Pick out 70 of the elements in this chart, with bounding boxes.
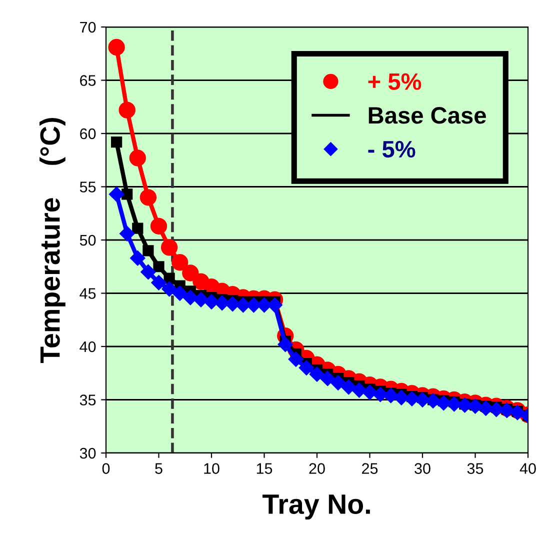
point [150, 218, 168, 234]
y-tick-label: 65 [80, 75, 96, 86]
x-tick-label: 40 [520, 463, 536, 474]
point [383, 388, 398, 404]
point [320, 370, 336, 386]
legend-label: - 5% [368, 140, 416, 158]
point [457, 398, 472, 413]
point [425, 393, 441, 408]
point [108, 38, 125, 56]
point [214, 295, 230, 310]
x-tick-label: 35 [467, 463, 484, 474]
point [372, 386, 388, 402]
point [478, 400, 494, 416]
point [446, 396, 462, 412]
point [436, 395, 452, 411]
x-tick-label: 10 [204, 463, 220, 474]
legend-label: Base Case [368, 107, 486, 124]
point [140, 264, 156, 280]
x-tick-label: 15 [256, 463, 272, 474]
x-tick-label: 0 [102, 463, 110, 474]
y-tick-label: 40 [80, 341, 96, 352]
y-tick-label: 45 [80, 288, 96, 299]
point [172, 254, 188, 271]
y-tick-label: 60 [80, 128, 96, 140]
point [488, 402, 504, 417]
y-tick-label: 50 [80, 234, 96, 246]
point [309, 366, 325, 382]
point [352, 382, 367, 398]
point [362, 384, 378, 400]
point [341, 379, 356, 395]
point [468, 398, 483, 414]
point [414, 392, 430, 408]
point [394, 390, 409, 406]
point [193, 292, 209, 308]
point [142, 245, 154, 256]
point [140, 189, 157, 206]
x-tick-label: 5 [155, 463, 162, 474]
point [288, 352, 304, 367]
y-tick-label: 30 [80, 448, 96, 459]
point [120, 226, 135, 242]
point [278, 336, 293, 352]
y-axis-title: Temperature (°C) [40, 118, 66, 364]
x-tick-label: 30 [414, 463, 430, 474]
y-tick-label: 70 [80, 22, 96, 33]
y-tick-label: 55 [80, 182, 96, 192]
point [118, 102, 136, 118]
point [182, 290, 198, 306]
point [404, 391, 420, 406]
point [108, 186, 124, 202]
point [298, 360, 314, 376]
point [204, 294, 220, 310]
point [132, 222, 144, 234]
legend-label: + 5% [368, 73, 422, 90]
point [122, 188, 133, 200]
point [499, 402, 514, 418]
point [182, 264, 199, 282]
x-axis-title: Tray No. [262, 494, 370, 520]
point [330, 375, 346, 390]
point [110, 136, 122, 148]
x-tick-label: 20 [309, 463, 325, 474]
point [225, 296, 240, 312]
point [129, 150, 146, 166]
point [130, 250, 146, 266]
point [160, 239, 178, 256]
point [151, 275, 166, 290]
point [172, 286, 188, 301]
point [162, 281, 177, 297]
x-tick-label: 25 [362, 463, 378, 474]
y-tick-label: 35 [80, 394, 96, 406]
point [153, 261, 164, 272]
